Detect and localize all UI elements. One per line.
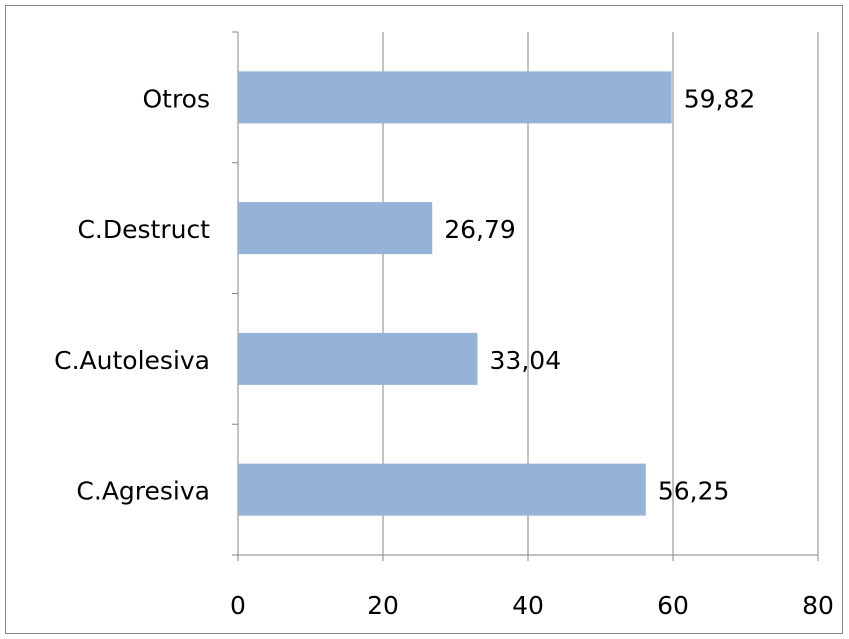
y-tick-label: C.Destruct: [77, 215, 210, 244]
x-tick-label: 80: [802, 591, 834, 620]
value-label: 56,25: [658, 477, 730, 506]
x-tick-label: 40: [512, 591, 544, 620]
bar: [238, 202, 433, 255]
value-label: 59,82: [684, 84, 756, 113]
x-tick-label: 60: [657, 591, 689, 620]
bar: [238, 71, 672, 124]
x-tick-label: 0: [230, 591, 246, 620]
value-label: 33,04: [490, 346, 562, 375]
value-label: 26,79: [444, 215, 516, 244]
bar: [238, 463, 646, 516]
x-tick-label: 20: [367, 591, 399, 620]
y-tick-label: C.Agresiva: [76, 477, 210, 506]
y-tick-label: C.Autolesiva: [54, 346, 210, 375]
y-tick-label: Otros: [142, 84, 210, 113]
bar: [238, 332, 478, 385]
